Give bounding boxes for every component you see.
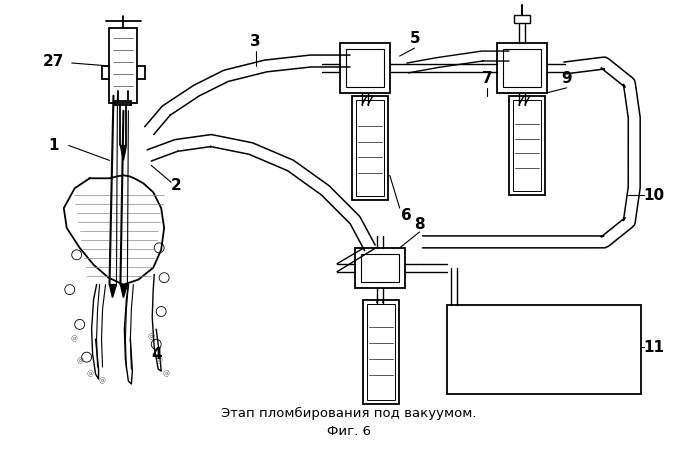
Bar [497, 43, 547, 93]
Bar [110, 28, 137, 103]
Text: 4: 4 [151, 347, 161, 362]
Text: @: @ [163, 371, 170, 377]
Bar [361, 254, 398, 282]
Polygon shape [120, 145, 127, 160]
Bar [363, 299, 398, 404]
Text: @: @ [86, 371, 93, 377]
Text: 8: 8 [415, 217, 425, 233]
Text: 27: 27 [43, 53, 64, 69]
Bar [355, 248, 405, 288]
Text: @: @ [147, 334, 154, 340]
Polygon shape [120, 285, 127, 298]
Bar [340, 43, 390, 93]
Text: 3: 3 [250, 34, 261, 48]
Text: Фиг. 6: Фиг. 6 [327, 425, 371, 438]
Text: 6: 6 [401, 207, 412, 223]
Bar [356, 100, 384, 196]
Text: @: @ [76, 358, 83, 365]
Polygon shape [110, 285, 117, 298]
Text: 11: 11 [644, 340, 665, 355]
Bar [509, 96, 545, 195]
Bar [447, 304, 641, 394]
Text: @: @ [70, 336, 77, 343]
Text: @: @ [156, 358, 163, 365]
Text: 5: 5 [410, 31, 421, 46]
Bar [352, 96, 388, 200]
Bar [514, 15, 530, 23]
Bar [346, 49, 384, 87]
Text: 1: 1 [49, 138, 59, 153]
Text: 2: 2 [171, 178, 182, 193]
Bar [513, 100, 541, 191]
Text: @: @ [98, 378, 105, 384]
Bar [503, 49, 541, 87]
Text: 9: 9 [561, 71, 572, 86]
Text: 7: 7 [482, 71, 493, 86]
Text: Этап пломбирования под вакуумом.: Этап пломбирования под вакуумом. [222, 407, 477, 420]
Bar [367, 304, 395, 400]
Text: 10: 10 [644, 188, 665, 202]
